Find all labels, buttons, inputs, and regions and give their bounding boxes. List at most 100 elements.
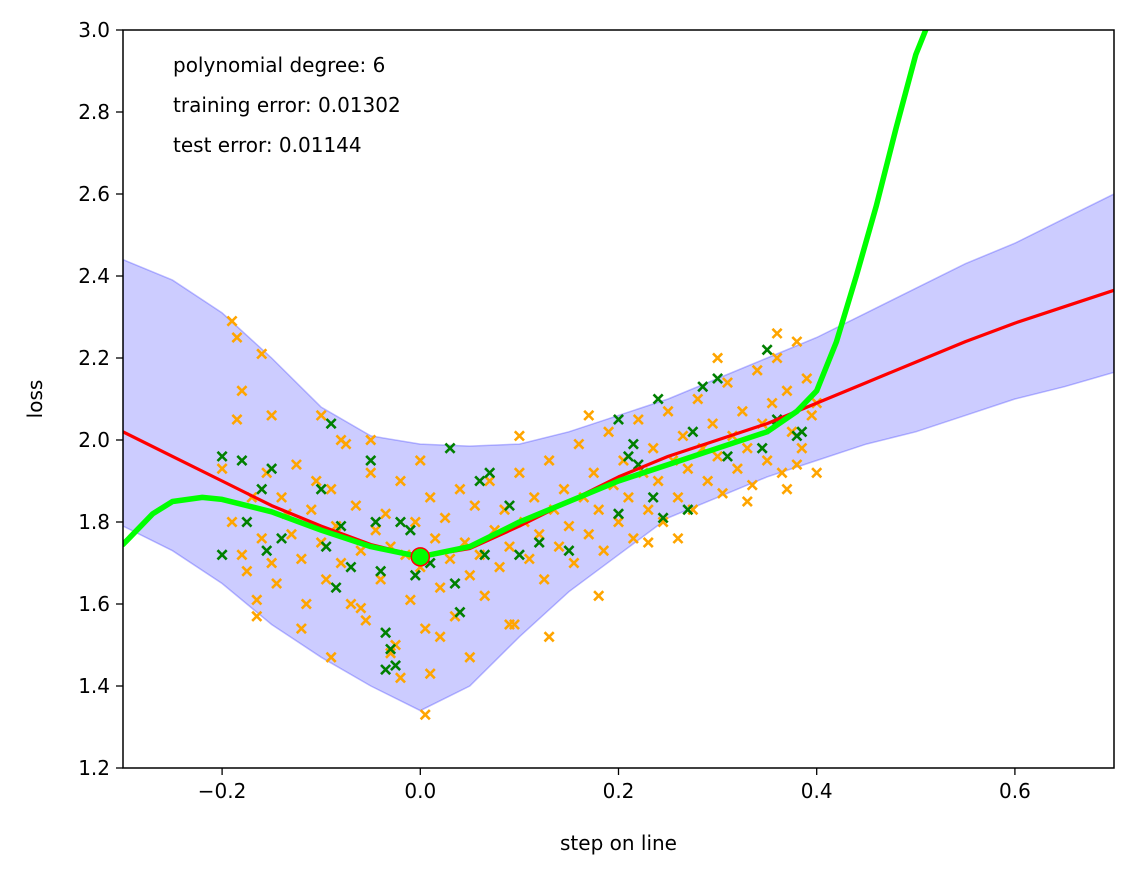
x-tick-label: −0.2 — [198, 779, 247, 803]
test-point — [380, 664, 392, 676]
train-point — [271, 577, 283, 590]
train-point — [315, 409, 327, 421]
train-point — [494, 561, 506, 573]
train-point — [454, 483, 466, 495]
train-point — [310, 475, 322, 487]
train-point — [642, 504, 654, 516]
train-point — [231, 413, 243, 426]
test-point — [647, 491, 659, 503]
train-point — [251, 594, 263, 606]
train-point — [414, 454, 426, 467]
train-point — [503, 618, 516, 631]
train-point — [538, 573, 550, 585]
train-point — [320, 573, 332, 585]
test-point — [241, 516, 253, 528]
test-point — [761, 344, 773, 356]
train-point — [419, 623, 431, 635]
train-point — [533, 528, 545, 540]
annotations: polynomial degree: 6 training error: 0.0… — [173, 53, 401, 157]
train-point — [216, 463, 228, 475]
train-point — [771, 352, 783, 364]
train-point — [603, 426, 615, 438]
test-point — [216, 549, 228, 561]
train-point — [627, 532, 639, 544]
train-point — [295, 623, 307, 635]
train-point — [721, 377, 734, 389]
train-point — [682, 463, 694, 475]
axes: −0.2 0.0 0.2 0.4 0.6 1.2 1.4 1.6 1.8 2.0 2.2 2.4 2.6… — [78, 18, 1031, 803]
test-point — [652, 393, 664, 405]
train-point — [583, 409, 595, 421]
train-point — [226, 315, 238, 327]
train-point — [712, 450, 724, 462]
test-point — [444, 442, 456, 454]
test-point — [385, 643, 397, 655]
train-point — [335, 557, 347, 569]
train-point — [746, 479, 758, 491]
test-point — [315, 483, 327, 495]
test-point — [513, 549, 525, 561]
train-point — [791, 459, 803, 471]
test-point — [454, 606, 466, 618]
test-point — [330, 582, 342, 594]
train-point — [503, 541, 516, 553]
train-point — [419, 709, 431, 721]
test-point — [335, 520, 347, 532]
annotation-training-error: training error: 0.01302 — [173, 93, 401, 117]
y-tick-label: 2.6 — [78, 182, 110, 206]
x-tick-label: 0.2 — [603, 779, 635, 803]
train-point — [771, 327, 783, 339]
test-point — [449, 577, 461, 590]
train-point — [801, 372, 813, 385]
train-point — [731, 463, 743, 475]
test-point — [612, 413, 625, 426]
plot-area — [123, 30, 1114, 721]
test-point — [682, 504, 694, 516]
test-point — [390, 659, 402, 672]
train-point — [266, 409, 278, 421]
train-point — [335, 434, 347, 446]
train-point — [657, 516, 669, 528]
test-point — [236, 454, 248, 467]
test-point — [365, 454, 377, 467]
train-point — [563, 520, 575, 532]
train-point — [444, 553, 456, 565]
train-point — [573, 438, 585, 450]
test-point — [479, 549, 491, 561]
train-point — [424, 491, 436, 503]
train-point — [360, 614, 372, 626]
y-tick-label: 1.2 — [78, 756, 110, 780]
test-point — [375, 565, 387, 577]
train-point — [325, 651, 337, 663]
train-point — [434, 631, 446, 643]
train-point — [285, 528, 297, 540]
test-point — [484, 467, 496, 479]
train-point — [612, 516, 625, 528]
train-point — [558, 483, 570, 495]
x-axis-label: step on line — [560, 831, 677, 855]
train-point — [712, 352, 724, 364]
test-point — [370, 516, 382, 528]
train-point — [702, 475, 714, 487]
train-point — [523, 553, 535, 565]
y-tick-label: 1.8 — [78, 510, 110, 534]
train-point — [464, 569, 476, 581]
train-point — [622, 491, 634, 503]
train-point — [513, 430, 525, 442]
test-point — [345, 561, 357, 573]
test-point — [380, 627, 392, 639]
test-point — [657, 512, 669, 524]
train-point — [791, 336, 803, 348]
train-point — [300, 598, 312, 610]
test-point — [533, 536, 545, 549]
train-point — [479, 590, 491, 602]
train-point — [305, 504, 317, 516]
y-tick-label: 2.2 — [78, 346, 110, 370]
train-point — [469, 500, 481, 512]
train-point — [751, 364, 763, 376]
y-tick-label: 2.4 — [78, 264, 110, 288]
test-point — [721, 450, 734, 462]
train-point — [290, 459, 302, 471]
train-point — [231, 331, 243, 344]
